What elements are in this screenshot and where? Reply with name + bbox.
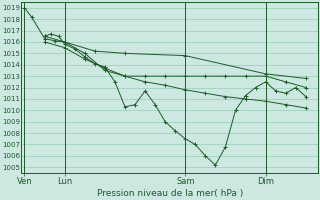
X-axis label: Pression niveau de la mer( hPa ): Pression niveau de la mer( hPa ): [97, 189, 243, 198]
